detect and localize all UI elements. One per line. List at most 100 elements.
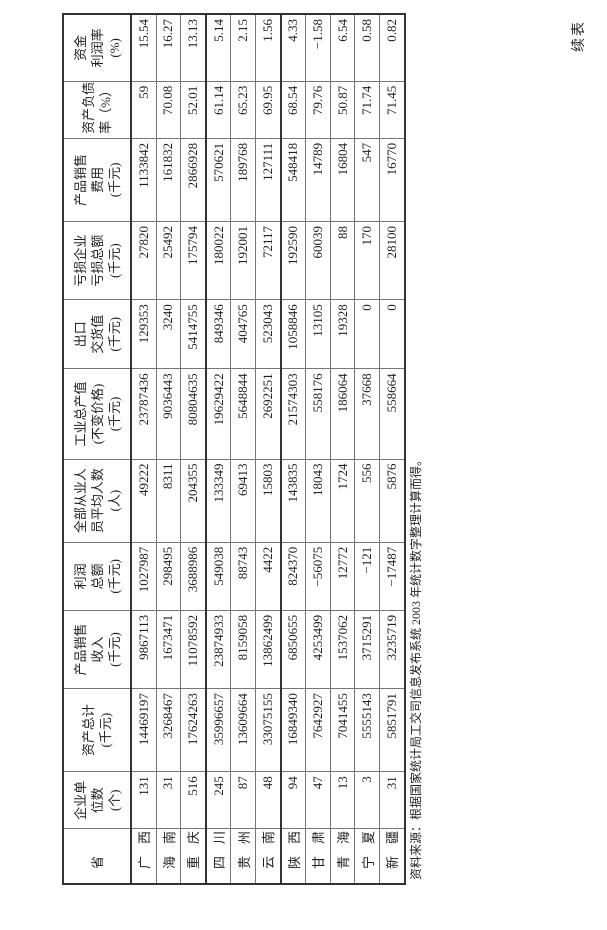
- value-cell: 3: [354, 771, 380, 829]
- value-cell: 11078592: [180, 610, 206, 689]
- header-line: 收入: [89, 636, 105, 663]
- table-row: 甘肃 47 7642927 4253499 −56075 18043 558176 13105…: [305, 14, 331, 884]
- value-cell: 65.23: [230, 81, 256, 139]
- value-cell: 19629422: [205, 368, 231, 460]
- value-cell: 5.14: [205, 14, 231, 82]
- column-header: 出口 交货值 (千元): [63, 299, 131, 369]
- column-header: 产品销售 收入 (千元): [63, 610, 131, 689]
- column-header: 资金 利润率 (%): [63, 14, 131, 82]
- value-cell: 2.15: [230, 14, 256, 82]
- value-cell: −17487: [379, 542, 405, 611]
- value-cell: 1027987: [131, 542, 157, 611]
- value-cell: 72117: [255, 221, 281, 300]
- value-cell: 69413: [230, 459, 256, 543]
- value-cell: 88743: [230, 542, 256, 611]
- value-cell: 25492: [156, 221, 181, 300]
- value-cell: 2692251: [255, 368, 281, 460]
- table-row: 新疆 31 5851791 3235719 −17487 5876 558664 0 28100…: [379, 14, 405, 884]
- value-cell: 94: [280, 771, 306, 829]
- table-row: 贵州 87 13609664 8159058 88743 69413 5648844 4047…: [230, 14, 256, 884]
- province-cell: 宁夏: [354, 828, 380, 884]
- table-row: 四川 245 35996657 23874933 549038 133349 1962942…: [205, 14, 231, 884]
- value-cell: 4.33: [280, 14, 306, 82]
- value-cell: 170: [354, 221, 380, 300]
- province-cell: 云南: [255, 828, 281, 884]
- province-cell: 重庆: [180, 828, 206, 884]
- value-cell: 131: [131, 771, 157, 829]
- value-cell: 1.56: [255, 14, 281, 82]
- table-row: 海南 31 3268467 1673471 298495 8311 9036443 3240 2…: [156, 14, 181, 884]
- header-line: 费用: [89, 166, 105, 193]
- column-header: 资产负债 率（%）: [63, 81, 131, 139]
- table-row: 云南 48 33075155 13862499 4422 15803 2692251 5230…: [255, 14, 281, 884]
- value-cell: 849346: [205, 299, 231, 369]
- header-line: 企业单: [72, 780, 88, 820]
- value-cell: 4422: [255, 542, 281, 611]
- value-cell: 204355: [180, 459, 206, 543]
- header-line: 位数: [89, 787, 105, 814]
- value-cell: 161832: [156, 138, 181, 222]
- header-line: (千元): [106, 162, 122, 198]
- value-cell: 189768: [230, 138, 256, 222]
- value-cell: 5555143: [354, 688, 380, 772]
- value-cell: 70.08: [156, 81, 181, 139]
- header-line: 资金: [72, 34, 88, 61]
- value-cell: 523043: [255, 299, 281, 369]
- header-line: 总额: [89, 563, 105, 590]
- value-cell: 12772: [330, 542, 355, 611]
- header-line: 资产总计: [81, 704, 96, 757]
- value-cell: 33075155: [255, 688, 281, 772]
- value-cell: 175794: [180, 221, 206, 300]
- table-row: 宁夏 3 5555143 3715291 −121 556 37668 0 170 547 71.7…: [354, 14, 380, 884]
- value-cell: 298495: [156, 542, 181, 611]
- value-cell: 245: [205, 771, 231, 829]
- value-cell: 180022: [205, 221, 231, 300]
- value-cell: 404765: [230, 299, 256, 369]
- value-cell: 3715291: [354, 610, 380, 689]
- value-cell: 71.45: [379, 81, 405, 139]
- source-note: 资料来源：根据国家统计局工交司信息发布系统 2003 年统计数字整理计算而得。: [409, 453, 423, 880]
- province-cell: 陕西: [280, 828, 306, 884]
- value-cell: 52.01: [180, 81, 206, 139]
- value-cell: 27820: [131, 221, 157, 300]
- value-cell: 80804635: [180, 368, 206, 460]
- header-line: 资产负债: [81, 81, 96, 134]
- value-cell: 3268467: [156, 688, 181, 772]
- value-cell: 8159058: [230, 610, 256, 689]
- value-cell: 13105: [305, 299, 331, 369]
- value-cell: 558176: [305, 368, 331, 460]
- table-row: 青海 13 7041455 1537062 12772 1724 186064 19328 88…: [330, 14, 355, 884]
- header-line: (千元): [106, 558, 122, 594]
- table-row: 广西 131 14469197 9867113 1027987 49222 23787436…: [131, 14, 157, 884]
- header-line: (千元): [106, 243, 122, 278]
- value-cell: 192590: [280, 221, 306, 300]
- value-cell: 6850655: [280, 610, 306, 689]
- header-line: (不变价格): [89, 383, 105, 445]
- header-row: 省 市企业单 位数 (个) 资产总计 (千元) 产品销售 收入 (千元) 利润 总额 (千元) 全部从…: [63, 14, 131, 884]
- value-cell: 71.74: [354, 81, 380, 139]
- value-cell: 35996657: [205, 688, 231, 772]
- province-cell: 四川: [205, 828, 231, 884]
- value-cell: 16804: [330, 138, 355, 222]
- value-cell: 50.87: [330, 81, 355, 139]
- value-cell: 516: [180, 771, 206, 829]
- column-header: 全部从业人 员平均人数 (人): [63, 459, 131, 543]
- province-cell: 新疆: [379, 828, 405, 884]
- value-cell: 59: [131, 81, 157, 139]
- value-cell: 0.58: [354, 14, 380, 82]
- value-cell: −121: [354, 542, 380, 611]
- value-cell: 556: [354, 459, 380, 543]
- value-cell: 824370: [280, 542, 306, 611]
- value-cell: 3240: [156, 299, 181, 369]
- value-cell: 570621: [205, 138, 231, 222]
- value-cell: 15.54: [131, 14, 157, 82]
- value-cell: 1133842: [131, 138, 157, 222]
- value-cell: 127111: [255, 138, 281, 222]
- header-line: 利润率: [89, 28, 105, 68]
- value-cell: 28100: [379, 221, 405, 300]
- value-cell: 19328: [330, 299, 355, 369]
- value-cell: 15803: [255, 459, 281, 543]
- value-cell: 88: [330, 221, 355, 300]
- column-header: 利润 总额 (千元): [63, 542, 131, 611]
